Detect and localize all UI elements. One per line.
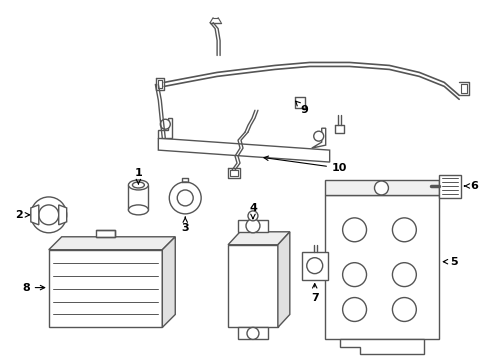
Polygon shape <box>339 339 424 354</box>
Text: 10: 10 <box>264 156 346 173</box>
Polygon shape <box>49 250 162 328</box>
Polygon shape <box>158 138 329 162</box>
Polygon shape <box>301 252 327 280</box>
Ellipse shape <box>128 205 148 215</box>
Circle shape <box>160 119 170 129</box>
Text: 4: 4 <box>248 203 256 219</box>
Text: 5: 5 <box>442 257 457 267</box>
Polygon shape <box>324 195 438 339</box>
Text: 8: 8 <box>22 283 44 293</box>
Circle shape <box>374 181 387 195</box>
Text: 2: 2 <box>15 210 30 220</box>
Circle shape <box>392 218 415 242</box>
Circle shape <box>313 131 323 141</box>
Polygon shape <box>438 175 460 198</box>
Polygon shape <box>49 237 175 250</box>
Circle shape <box>306 258 322 274</box>
Polygon shape <box>277 232 289 328</box>
Circle shape <box>177 190 193 206</box>
Polygon shape <box>311 128 325 148</box>
Polygon shape <box>162 237 175 328</box>
Circle shape <box>342 298 366 321</box>
Polygon shape <box>238 328 267 339</box>
Circle shape <box>246 328 259 339</box>
Polygon shape <box>59 205 66 225</box>
Text: 1: 1 <box>134 168 142 184</box>
Circle shape <box>342 263 366 287</box>
Polygon shape <box>31 205 39 225</box>
Text: 3: 3 <box>181 217 189 233</box>
Polygon shape <box>158 118 172 138</box>
Ellipse shape <box>132 182 144 188</box>
Circle shape <box>31 197 66 233</box>
Polygon shape <box>95 230 115 237</box>
Polygon shape <box>238 220 267 232</box>
Polygon shape <box>128 185 148 210</box>
Polygon shape <box>227 245 277 328</box>
Polygon shape <box>324 180 438 195</box>
Circle shape <box>169 182 201 214</box>
Circle shape <box>247 211 258 221</box>
Ellipse shape <box>128 180 148 190</box>
Polygon shape <box>227 232 289 245</box>
Text: 9: 9 <box>295 101 308 115</box>
Circle shape <box>39 205 59 225</box>
Circle shape <box>392 298 415 321</box>
Circle shape <box>245 219 260 233</box>
Circle shape <box>392 263 415 287</box>
Text: 6: 6 <box>464 181 477 191</box>
Text: 7: 7 <box>310 284 318 302</box>
Circle shape <box>342 218 366 242</box>
